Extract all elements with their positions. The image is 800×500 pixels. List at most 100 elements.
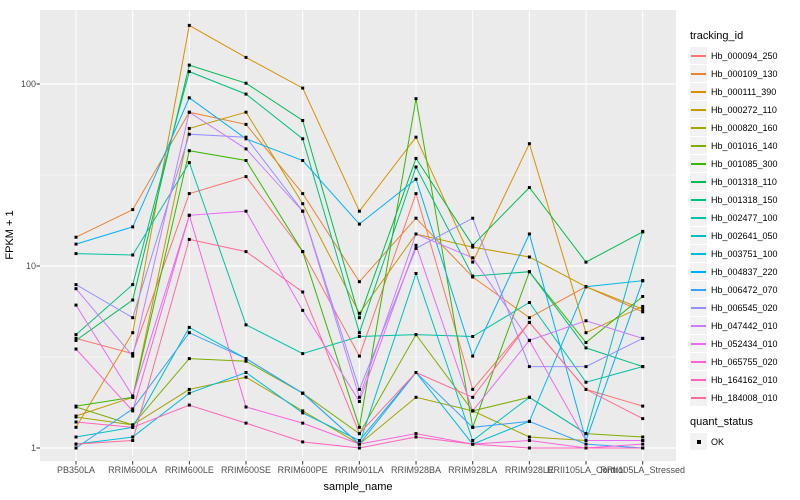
data-point[interactable] [244, 357, 248, 361]
data-point[interactable] [584, 446, 588, 450]
data-point[interactable] [301, 421, 305, 425]
data-point[interactable] [244, 250, 248, 254]
data-point[interactable] [131, 225, 135, 229]
data-point[interactable] [527, 435, 531, 439]
data-point[interactable] [584, 387, 588, 391]
legend-item-Hb_006472_070[interactable]: Hb_006472_070 [690, 281, 798, 298]
data-point[interactable] [471, 260, 475, 264]
data-point[interactable] [131, 352, 135, 356]
data-point[interactable] [527, 446, 531, 450]
data-point[interactable] [527, 439, 531, 442]
data-point[interactable] [357, 209, 361, 213]
data-point[interactable] [301, 250, 305, 254]
data-point[interactable] [301, 119, 305, 122]
data-point[interactable] [131, 208, 135, 212]
data-point[interactable] [357, 439, 361, 442]
data-point[interactable] [74, 235, 78, 239]
data-point[interactable] [244, 122, 248, 126]
data-point[interactable] [187, 23, 191, 27]
data-point[interactable] [414, 165, 418, 169]
legend-item-Hb_000109_130[interactable]: Hb_000109_130 [690, 65, 798, 82]
data-point[interactable] [357, 387, 361, 391]
data-point[interactable] [641, 365, 645, 369]
data-point[interactable] [301, 159, 305, 162]
data-point[interactable] [74, 404, 78, 408]
data-point[interactable] [301, 352, 305, 356]
data-point[interactable] [74, 446, 78, 450]
data-point[interactable] [187, 132, 191, 136]
data-point[interactable] [357, 432, 361, 436]
data-point[interactable] [187, 110, 191, 114]
data-point[interactable] [527, 232, 531, 236]
data-point[interactable] [414, 272, 418, 275]
data-point[interactable] [527, 365, 531, 369]
legend-item-Hb_000820_160[interactable]: Hb_000820_160 [690, 119, 798, 136]
data-point[interactable] [357, 354, 361, 358]
data-point[interactable] [301, 290, 305, 294]
data-point[interactable] [187, 161, 191, 165]
data-point[interactable] [641, 310, 645, 314]
data-point[interactable] [414, 232, 418, 236]
data-point[interactable] [527, 338, 531, 342]
data-point[interactable] [471, 243, 475, 247]
data-point[interactable] [584, 432, 588, 436]
legend-item-Hb_047442_010[interactable]: Hb_047442_010 [690, 317, 798, 334]
data-point[interactable] [357, 446, 361, 450]
data-point[interactable] [301, 440, 305, 444]
data-point[interactable] [357, 316, 361, 320]
data-point[interactable] [74, 336, 78, 340]
legend-item-Hb_002641_050[interactable]: Hb_002641_050 [690, 227, 798, 244]
data-point[interactable] [414, 243, 418, 247]
legend-item-Hb_001318_150[interactable]: Hb_001318_150 [690, 191, 798, 208]
data-point[interactable] [641, 417, 645, 421]
data-point[interactable] [357, 335, 361, 338]
data-point[interactable] [74, 252, 78, 256]
data-point[interactable] [187, 213, 191, 217]
data-point[interactable] [584, 442, 588, 446]
data-point[interactable] [584, 439, 588, 442]
data-point[interactable] [131, 354, 135, 358]
data-point[interactable] [357, 222, 361, 226]
data-point[interactable] [527, 419, 531, 423]
data-point[interactable] [74, 242, 78, 246]
data-point[interactable] [131, 407, 135, 411]
data-point[interactable] [244, 375, 248, 379]
data-point[interactable] [244, 92, 248, 96]
data-point[interactable] [187, 237, 191, 241]
data-point[interactable] [131, 298, 135, 302]
data-point[interactable] [584, 365, 588, 369]
legend-item-Hb_002477_100[interactable]: Hb_002477_100 [690, 209, 798, 226]
data-point[interactable] [244, 159, 248, 162]
data-point[interactable] [584, 346, 588, 350]
data-point[interactable] [414, 432, 418, 436]
legend-item-Hb_006545_020[interactable]: Hb_006545_020 [690, 299, 798, 316]
data-point[interactable] [414, 395, 418, 399]
data-point[interactable] [584, 285, 588, 289]
data-point[interactable] [641, 229, 645, 233]
data-point[interactable] [244, 135, 248, 139]
data-point[interactable] [527, 270, 531, 274]
data-point[interactable] [471, 274, 475, 278]
data-point[interactable] [357, 395, 361, 399]
legend-item-Hb_004837_220[interactable]: Hb_004837_220 [690, 263, 798, 280]
data-point[interactable] [244, 175, 248, 179]
data-point[interactable] [187, 357, 191, 361]
data-point[interactable] [414, 97, 418, 101]
data-point[interactable] [414, 135, 418, 139]
data-point[interactable] [187, 403, 191, 407]
data-point[interactable] [414, 371, 418, 374]
data-point[interactable] [244, 110, 248, 114]
data-point[interactable] [74, 425, 78, 429]
data-point[interactable] [527, 186, 531, 189]
data-point[interactable] [187, 70, 191, 74]
data-point[interactable] [471, 395, 475, 399]
data-point[interactable] [187, 391, 191, 395]
legend-item-Hb_001085_300[interactable]: Hb_001085_300 [690, 155, 798, 172]
data-point[interactable] [471, 425, 475, 429]
data-point[interactable] [74, 420, 78, 424]
data-point[interactable] [471, 335, 475, 338]
data-point[interactable] [187, 387, 191, 391]
data-point[interactable] [414, 192, 418, 196]
data-point[interactable] [414, 246, 418, 250]
data-point[interactable] [244, 137, 248, 141]
